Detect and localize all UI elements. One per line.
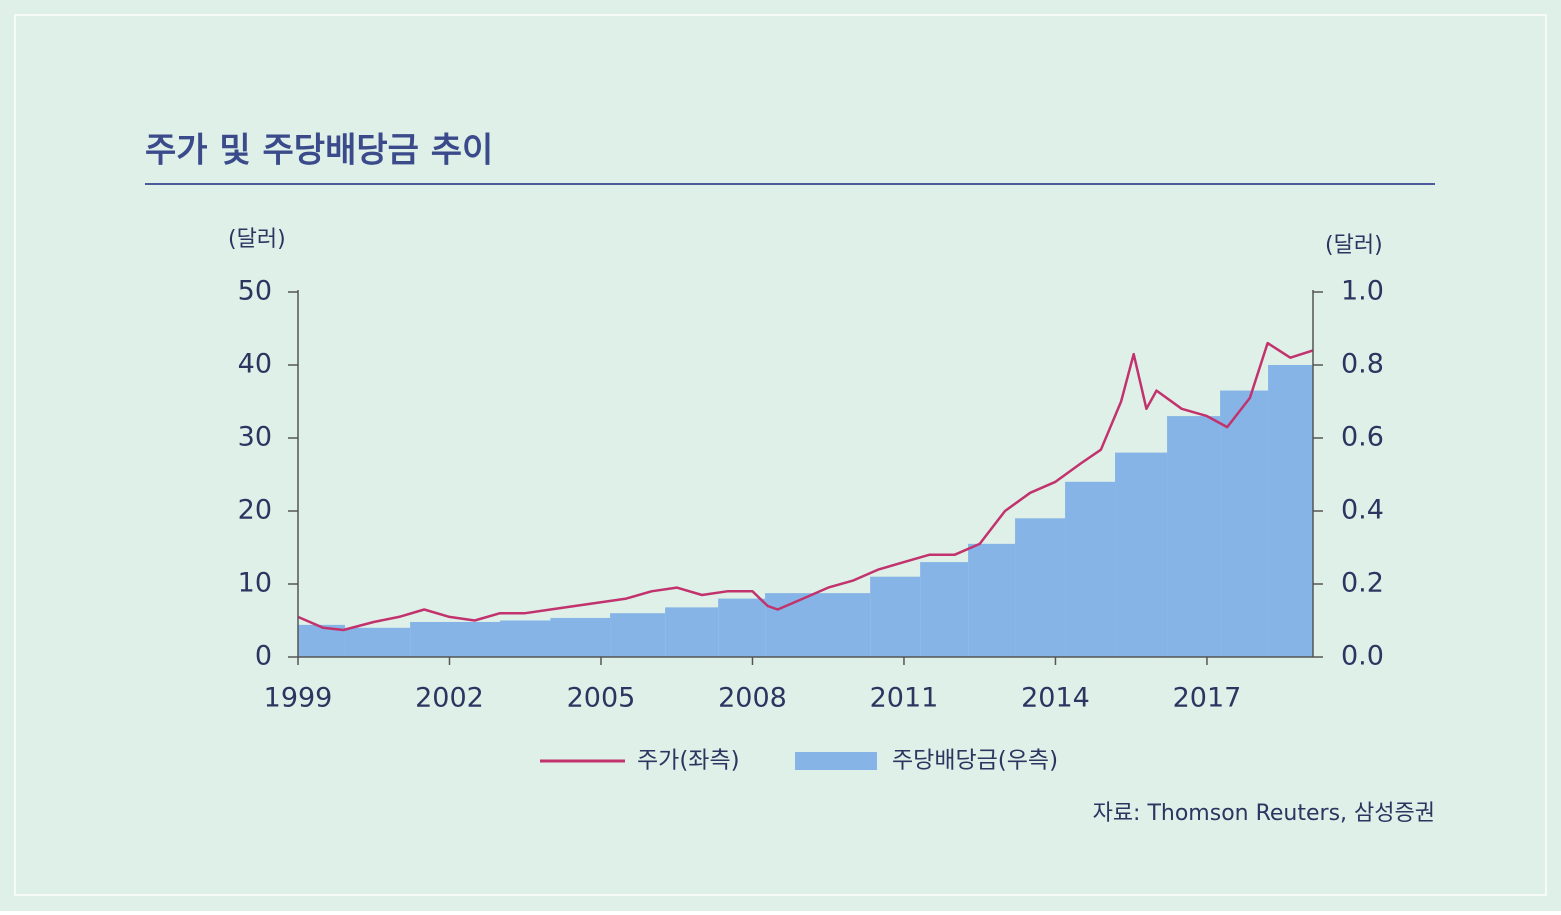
- y-tick-label: 20: [238, 495, 272, 526]
- x-tick-label: 1999: [264, 683, 333, 714]
- dividend-bar: [1015, 518, 1066, 657]
- y2-tick-label: 0.4: [1341, 495, 1384, 526]
- y-tick-label: 0: [255, 641, 272, 672]
- dividend-bar: [1065, 481, 1116, 657]
- dividend-bar: [968, 543, 1016, 657]
- y2-axis-label: (달러): [1325, 233, 1383, 258]
- dividend-bar: [920, 562, 969, 657]
- dividend-bar: [1220, 390, 1269, 657]
- y-tick-label: 40: [238, 349, 272, 380]
- y-tick-label: 30: [238, 422, 272, 453]
- dividend-bar: [550, 617, 611, 657]
- y2-tick-label: 1.0: [1341, 276, 1384, 307]
- frame: [14, 14, 1547, 896]
- y2-tick-label: 0.6: [1341, 422, 1384, 453]
- dividend-bar: [1167, 416, 1221, 657]
- y-tick-label: 10: [238, 568, 272, 599]
- y-axis-label: (달러): [228, 227, 286, 252]
- x-tick-label: 2011: [870, 683, 939, 714]
- x-tick-label: 2014: [1021, 683, 1090, 714]
- x-tick-label: 2005: [567, 683, 636, 714]
- y2-tick-label: 0.2: [1341, 568, 1384, 599]
- legend-label: 주가(좌측): [637, 748, 740, 774]
- dividend-bar: [610, 613, 666, 657]
- source-note: 자료: Thomson Reuters, 삼성증권: [1093, 801, 1435, 826]
- dividend-bar: [410, 621, 500, 657]
- y2-tick-label: 0.0: [1341, 641, 1384, 672]
- price-line: [297, 341, 1314, 632]
- chart-title: 주가 및 주당배당금 추이: [145, 131, 493, 171]
- dividend-bar: [870, 576, 921, 657]
- dividend-bar: [718, 598, 766, 657]
- x-tick-label: 2008: [718, 683, 787, 714]
- dividend-bar: [1268, 365, 1313, 657]
- dividend-bar: [344, 627, 411, 657]
- y2-tick-label: 0.8: [1341, 349, 1384, 380]
- dividend-bar: [665, 607, 719, 657]
- y-tick-label: 50: [238, 276, 272, 307]
- legend-swatch: [795, 752, 877, 770]
- dividend-bar: [499, 620, 551, 657]
- x-tick-label: 2017: [1173, 683, 1242, 714]
- x-tick-label: 2002: [415, 683, 484, 714]
- legend-label: 주당배당금(우측): [892, 748, 1058, 774]
- dividend-bar: [765, 593, 871, 657]
- dividend-bar: [1115, 452, 1168, 657]
